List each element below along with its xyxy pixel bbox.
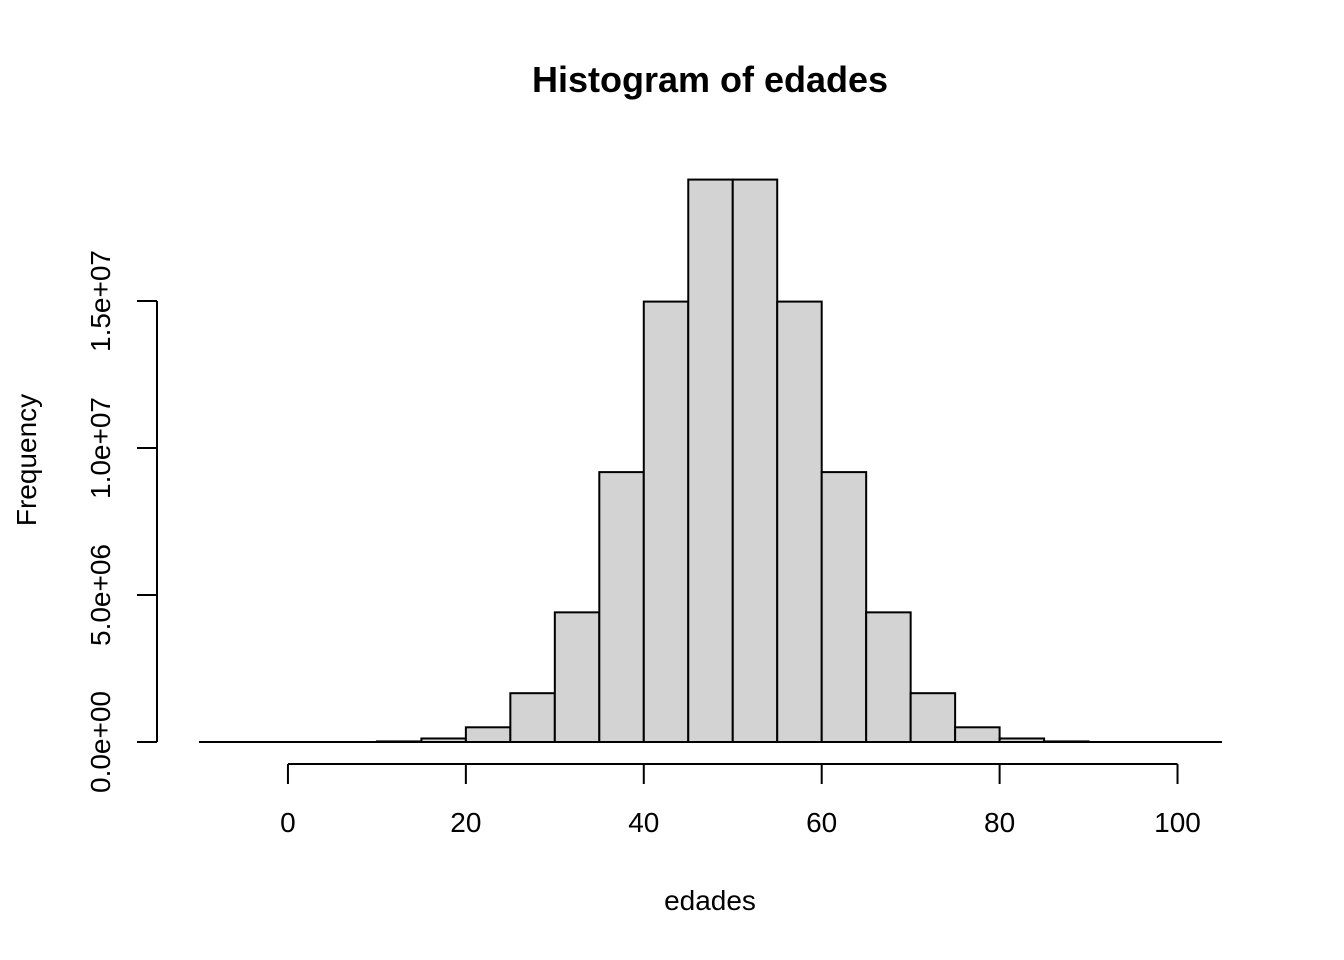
histogram-bar — [464, 726, 512, 743]
y-axis-label: Frequency — [11, 394, 42, 526]
histogram-bar — [909, 692, 957, 743]
x-tick-label: 100 — [1154, 807, 1201, 838]
chart-title: Histogram of edades — [532, 59, 888, 100]
histogram-bar — [954, 726, 1001, 743]
y-tick-label: 5.0e+06 — [85, 544, 116, 646]
histogram-bar — [687, 178, 734, 743]
x-tick-label: 0 — [280, 807, 296, 838]
histogram-bar — [598, 471, 645, 743]
histogram-bar — [731, 178, 779, 743]
x-tick-label: 20 — [450, 807, 481, 838]
histogram-bar — [820, 471, 868, 743]
y-tick-label: 1.0e+07 — [85, 397, 116, 499]
y-axis: 0.0e+00 5.0e+06 1.0e+07 1.5e+07 — [85, 250, 158, 793]
y-tick-label: 0.0e+00 — [85, 691, 116, 793]
bars-group — [199, 178, 1222, 744]
x-tick-label: 60 — [806, 807, 837, 838]
histogram-bar — [865, 611, 912, 744]
histogram-bar — [776, 300, 823, 743]
histogram-bar — [553, 611, 601, 744]
x-tick-label: 80 — [984, 807, 1015, 838]
histogram-bar — [509, 692, 556, 743]
histogram-bar — [642, 300, 690, 743]
x-axis: 0 20 40 60 80 100 — [280, 763, 1201, 838]
x-axis-label: edades — [664, 885, 756, 916]
y-tick-label: 1.5e+07 — [85, 250, 116, 352]
x-tick-label: 40 — [628, 807, 659, 838]
